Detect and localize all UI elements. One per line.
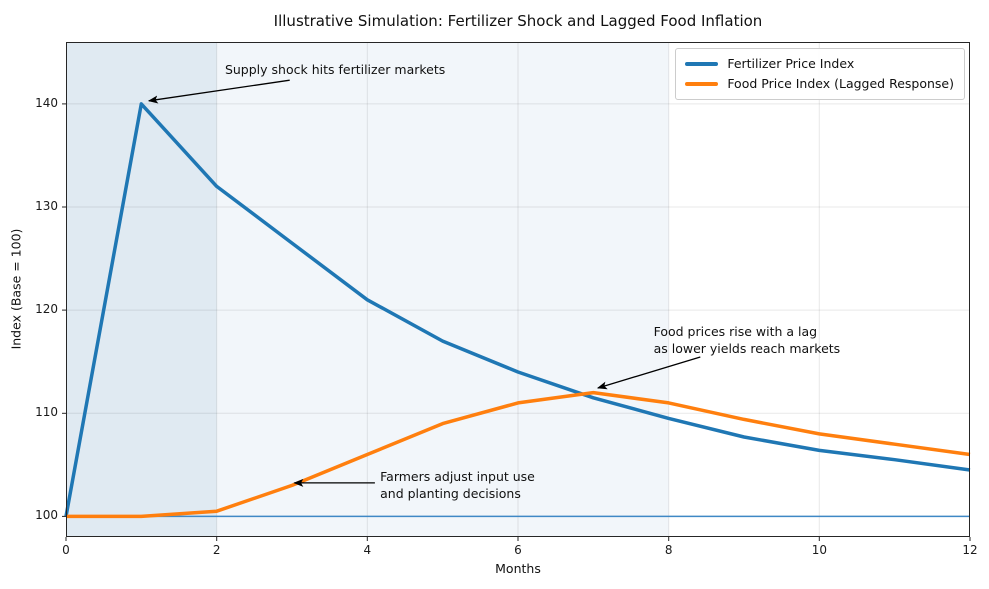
y-tick-label: 130 (35, 199, 58, 213)
legend-label: Fertilizer Price Index (727, 56, 855, 71)
series-line-0 (64, 102, 971, 517)
x-axis-label: Months (495, 561, 541, 576)
x-tick-label: 6 (514, 543, 522, 557)
x-tick-label: 10 (811, 543, 827, 557)
x-tick-label: 4 (363, 543, 372, 557)
annotation-text-0: Supply shock hits fertilizer markets (224, 62, 446, 78)
x-tick-label: 2 (212, 543, 221, 557)
y-tick-label: 100 (35, 508, 58, 523)
annotation-text-2: Farmers adjust input use and planting de… (380, 468, 535, 501)
y-tick-label: 110 (35, 405, 58, 420)
y-axis-label: Index (Base = 100) (8, 228, 24, 350)
x-tick-label: 8 (664, 543, 673, 557)
chart-canvas (62, 42, 971, 541)
y-tick-label: 140 (35, 95, 58, 110)
legend-swatch (685, 61, 719, 66)
legend-item-1: Food Price Index (Lagged Response) (685, 76, 954, 91)
x-tick-label: 12 (962, 543, 978, 557)
x-tick-label: 0 (62, 543, 70, 557)
y-tick-label: 120 (35, 302, 58, 317)
legend-label: Food Price Index (Lagged Response) (727, 76, 954, 91)
plot-area: Fertilizer Price Index Food Price Index (… (62, 42, 971, 541)
chart-title: Illustrative Simulation: Fertilizer Shoc… (273, 12, 763, 30)
legend-swatch (685, 81, 719, 86)
series-line-1 (66, 390, 971, 519)
legend: Fertilizer Price Index Food Price Index (… (675, 48, 965, 100)
annotation-text-1: Food prices rise with a lag as lower yie… (653, 324, 841, 356)
legend-item-0: Fertilizer Price Index (685, 56, 954, 71)
